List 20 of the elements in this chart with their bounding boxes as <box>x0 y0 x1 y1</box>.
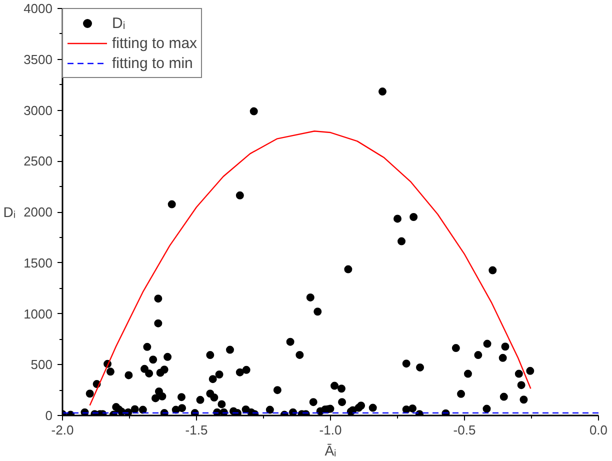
x-axis-title: Āᵢ <box>324 442 336 458</box>
line-series <box>89 130 532 406</box>
x-tick-label: -2.0 <box>51 422 74 438</box>
y-tick-label: 3000 <box>24 102 52 118</box>
y-tick-label: 1500 <box>24 255 52 270</box>
x-tick-label: -0.5 <box>453 422 476 438</box>
y-tick-label: 4000 <box>24 1 52 16</box>
y-tick-label: 0 <box>45 408 53 423</box>
x-tick-label: -1.5 <box>185 422 208 438</box>
x-tick-label: -1.0 <box>319 422 342 438</box>
y-tick-label: 3500 <box>24 52 52 67</box>
y-tick-label: 500 <box>30 357 53 372</box>
y-axis-title: Dᵢ <box>3 204 16 220</box>
y-tick-label: 2500 <box>24 154 52 169</box>
y-tick-label: 1000 <box>24 306 52 322</box>
legend-label: Dᵢ <box>112 14 126 32</box>
legend-label: fitting to max <box>112 34 198 52</box>
legend-label: fitting to min <box>112 54 193 72</box>
x-tick-label: 0.0 <box>589 422 608 438</box>
y-tick-label: 2000 <box>24 204 52 220</box>
